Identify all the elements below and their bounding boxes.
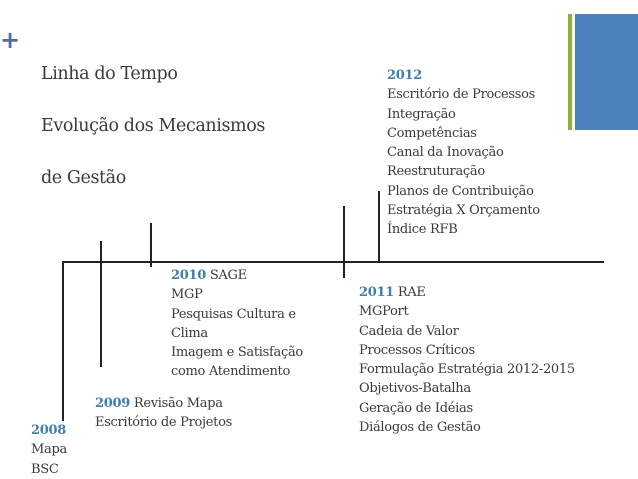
milestone-item: Escritório de Projetos — [95, 415, 232, 431]
milestone-heading: SAGE — [209, 268, 247, 283]
milestone-item: BSC — [31, 461, 59, 477]
milestone-item: Índice RFB — [387, 222, 458, 238]
milestone-item: Escritório de Processos — [387, 87, 536, 103]
milestone-2010: 2010 SAGE MGP Pesquisas Cultura e Clima … — [171, 266, 303, 382]
milestone-item: Canal da Inovação — [387, 145, 504, 161]
milestone-heading: RAE — [397, 285, 426, 300]
timeline-axis — [62, 261, 604, 263]
tick-2011 — [343, 206, 345, 278]
milestone-item: Pesquisas Cultura e — [171, 306, 296, 322]
tick-2012 — [378, 191, 380, 261]
slide-title: Linha do Tempo Evolução dos Mecanismos d… — [41, 35, 265, 217]
milestone-item: Planos de Contribuição — [387, 183, 534, 199]
milestone-item: Imagem e Satisfação — [171, 345, 303, 361]
milestone-item: Cadeia de Valor — [359, 323, 459, 339]
milestone-item: Formulação Estratégia 2012-2015 — [359, 362, 575, 378]
title-line-3: de Gestão — [41, 168, 126, 188]
milestone-year: 2011 — [359, 285, 394, 300]
plus-icon: + — [0, 26, 21, 54]
milestone-year: 2012 — [387, 68, 422, 83]
tick-2009 — [100, 241, 102, 367]
milestone-item: Geração de Idéias — [359, 400, 473, 416]
accent-bar-green — [568, 14, 572, 130]
tick-2008 — [62, 261, 64, 421]
milestone-item: Reestruturação — [387, 164, 485, 180]
milestone-year: 2010 — [171, 268, 206, 283]
milestone-item: Clima — [171, 325, 208, 341]
title-line-1: Linha do Tempo — [41, 64, 178, 84]
milestone-item: Processos Críticos — [359, 342, 475, 358]
milestone-item: MGP — [171, 287, 203, 303]
title-line-2: Evolução dos Mecanismos — [41, 116, 265, 136]
milestone-item: como Atendimento — [171, 364, 290, 380]
milestone-2012: 2012 Escritório de Processos Integração … — [387, 66, 540, 240]
milestone-year: 2009 — [95, 396, 130, 411]
milestone-heading: Revisão Mapa — [133, 396, 223, 411]
milestone-2009: 2009 Revisão Mapa Escritório de Projetos — [95, 394, 232, 433]
milestone-2011: 2011 RAE MGPort Cadeia de Valor Processo… — [359, 283, 575, 437]
milestone-item: Mapa — [31, 442, 67, 458]
tick-2010 — [150, 223, 152, 267]
milestone-item: MGPort — [359, 304, 409, 320]
milestone-2008: 2008 Mapa BSC — [31, 421, 67, 479]
milestone-item: Estratégia X Orçamento — [387, 203, 540, 219]
milestone-item: Competências — [387, 125, 477, 141]
milestone-year: 2008 — [31, 423, 66, 438]
milestone-item: Objetivos-Batalha — [359, 381, 471, 397]
milestone-item: Integração — [387, 106, 456, 122]
milestone-item: Diálogos de Gestão — [359, 420, 481, 436]
accent-bar-blue — [575, 14, 638, 130]
